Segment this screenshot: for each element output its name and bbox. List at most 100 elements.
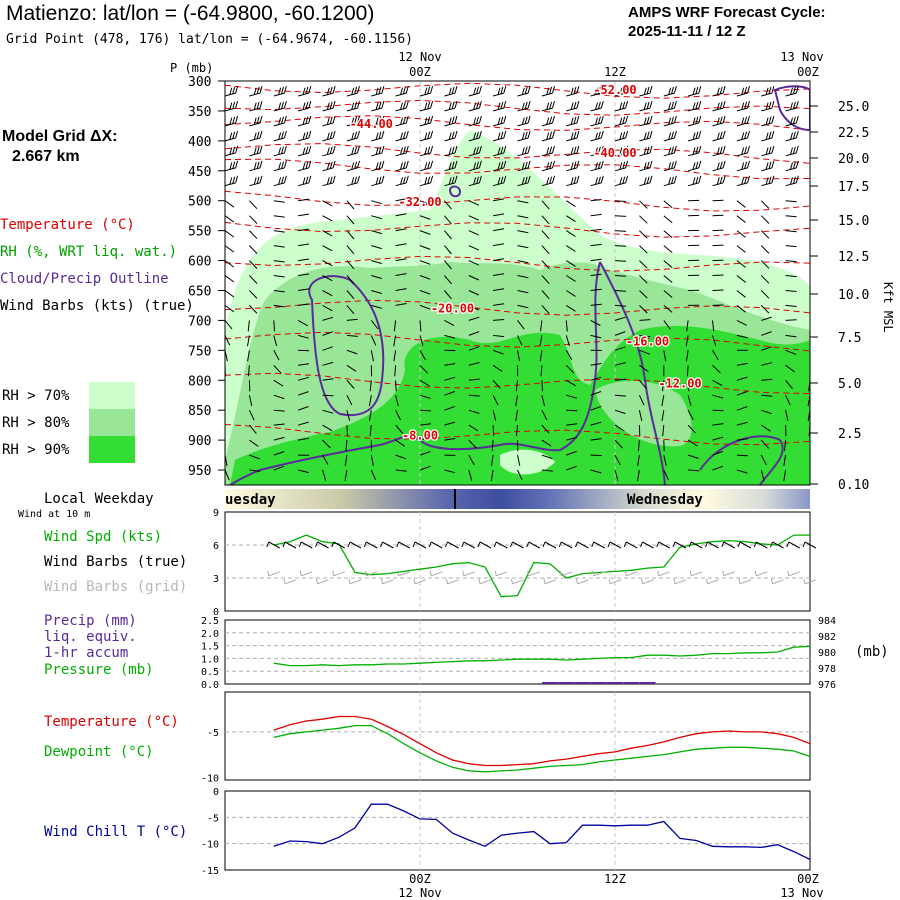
surface-wind-barb-grid [511, 578, 524, 585]
xsec-wind-barb [346, 334, 358, 337]
xsec-wind-barb [761, 331, 772, 336]
xsec-wind-barb [566, 275, 576, 282]
xsec-wind-barb [493, 228, 505, 232]
xsec-wind-barb [809, 260, 810, 261]
xsec-wind-barb [322, 316, 334, 321]
xsec-wind-barb [444, 421, 456, 426]
xsec-wind-barb [297, 100, 312, 112]
xsec-wind-barb [468, 160, 482, 172]
xsec-wind-barb [663, 245, 673, 253]
xsec-wind-barb [590, 228, 602, 232]
xsec-wind-barb [566, 465, 577, 471]
xsec-wind-barb [273, 409, 285, 412]
xsec-wind-barb [444, 115, 458, 127]
xsec-wind-barb [785, 260, 797, 263]
wind-10m-note: Wind at 10 m [18, 509, 91, 520]
xsec-wind-barb [809, 170, 810, 171]
xsec-wind-barb [639, 379, 647, 390]
xsec-wind-barb [517, 275, 529, 279]
xsec-wind-barb [566, 436, 578, 441]
temperature-contour [225, 331, 810, 352]
wind-speed-panel: 9 6 3 0 [213, 508, 817, 618]
xsec-wind-barb [663, 175, 677, 187]
xsec-wind-barb [712, 175, 726, 187]
surface-wind-barb [266, 541, 280, 549]
precip-bar [607, 682, 623, 684]
xsec-wind-barb [468, 409, 480, 414]
cloud-outline-2 [229, 261, 601, 485]
xsec-wind-barb [614, 454, 621, 466]
xsec-wind-barb [565, 320, 568, 332]
surface-wind-barb [526, 541, 540, 549]
surface-wind-barb [770, 541, 784, 549]
xsec-wind-barb [517, 81, 520, 82]
pressure-line [273, 645, 811, 667]
legend-wind-barbs: Wind Barbs (kts) (true) [0, 298, 194, 314]
xsec-wind-barb [444, 100, 458, 112]
xsec-wind-barb [493, 273, 505, 276]
xsec-wind-barb [541, 290, 550, 300]
xsec-wind-barb [809, 155, 810, 156]
xsec-wind-barb [419, 290, 431, 295]
pressure-tick: 982 [818, 632, 836, 643]
xsec-wind-barb [515, 425, 518, 437]
xsec-wind-barb [565, 335, 570, 347]
xsec-wind-barb [760, 260, 770, 269]
xsec-wind-barb [297, 469, 309, 474]
xsec-wind-barb [663, 145, 677, 157]
xsec-wind-barb [249, 439, 259, 447]
xsec-wind-barb [639, 290, 648, 299]
surface-wind-barb-grid [381, 578, 394, 585]
xsec-wind-barb [785, 145, 799, 157]
xsec-wind-barb [809, 125, 810, 126]
xsec-wind-barb [492, 175, 507, 187]
xsec-wind-barb [468, 378, 480, 381]
xsec-wind-barb [590, 145, 604, 157]
xsec-wind-barb [322, 215, 333, 222]
temperature-line [273, 715, 811, 767]
xsec-wind-barb [541, 175, 555, 187]
xsec-wind-barb [492, 85, 507, 97]
xsec-wind-barb [468, 130, 482, 142]
xsec-wind-barb [322, 378, 334, 381]
xsec-wind-barb [346, 290, 355, 300]
temperature-contour-label: -16.00 [626, 334, 669, 348]
xsec-wind-barb [298, 228, 310, 232]
xsec-wind-barb [663, 454, 667, 466]
xsec-wind-barb [761, 115, 775, 127]
xsec-wind-barb [346, 115, 360, 127]
xsec-wind-barb [493, 258, 505, 262]
xsec-wind-barb [371, 160, 385, 172]
xsec-wind-barb [785, 160, 799, 172]
pressure-axis-title: P (mb) [170, 61, 213, 75]
xsec-wind-barb [736, 319, 747, 326]
xsec-wind-barb [322, 361, 334, 366]
xsec-wind-barb [249, 130, 263, 142]
xsec-wind-barb [541, 409, 548, 421]
day-label-tuesday: uesday [225, 492, 276, 508]
xsec-wind-barb [468, 115, 482, 127]
xsec-wind-barb [785, 100, 799, 112]
xsec-wind-barb [322, 469, 327, 481]
xsec-wind-barb [785, 410, 789, 422]
xsec-wind-barb [273, 160, 287, 172]
surface-wind-barb [445, 541, 459, 549]
legend-rh90: RH > 90% [2, 442, 70, 458]
xsec-wind-barb [712, 214, 724, 217]
xsec-wind-barb [225, 304, 235, 313]
xsec-wind-barb [515, 380, 518, 392]
top-time-label: 00Z [797, 65, 819, 79]
xsec-wind-barb [712, 229, 724, 232]
xsec-wind-barb [541, 85, 555, 97]
xsec-wind-barb [541, 380, 543, 392]
xsec-wind-barb [370, 320, 379, 330]
xsec-wind-barb [590, 85, 604, 97]
precip-panel-tick: 0.5 [201, 667, 219, 678]
pressure-tick: 650 [188, 284, 211, 299]
xsec-wind-barb [247, 350, 250, 362]
xsec-wind-barb [541, 305, 550, 314]
surface-wind-barb [363, 541, 378, 549]
xsec-wind-barb [444, 260, 452, 270]
xsec-wind-barb [614, 304, 627, 307]
temperature-contour [225, 115, 810, 131]
